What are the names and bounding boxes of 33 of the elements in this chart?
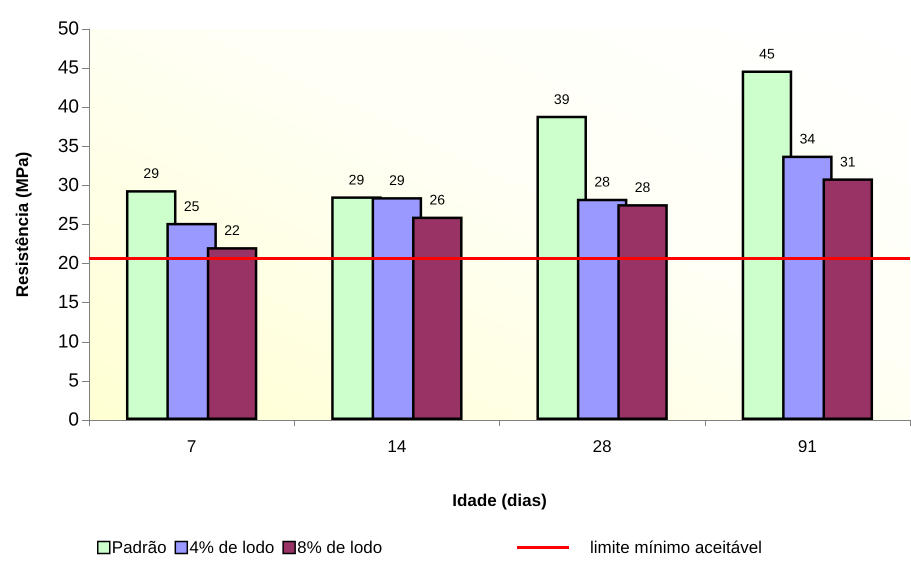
legend-label: limite mínimo aceitável: [590, 538, 762, 557]
data-label: 29: [143, 165, 160, 182]
y-tick-label: 25: [58, 214, 79, 235]
y-tick-label: 5: [68, 370, 79, 392]
y-tick-label: 45: [58, 58, 79, 79]
data-label: 29: [348, 171, 364, 188]
legend-label: 4% de lodo: [189, 538, 274, 557]
x-tick-label: 91: [798, 437, 817, 456]
y-tick-label: 10: [58, 331, 79, 352]
data-label: 39: [554, 90, 570, 107]
y-axis-title: Resistência (MPa): [13, 152, 32, 298]
data-label: 26: [430, 192, 446, 208]
x-tick-label: 7: [186, 437, 196, 456]
data-label: 45: [759, 45, 775, 62]
y-tick-label: 15: [58, 292, 79, 314]
x-tick-label: 14: [387, 437, 406, 456]
data-label: 31: [840, 153, 856, 170]
data-label: 34: [800, 130, 816, 147]
y-tick-label: 0: [68, 410, 79, 430]
x-tick-label: 28: [592, 437, 612, 456]
x-axis-title: Idade (dias): [452, 491, 547, 510]
y-tick-label: 35: [58, 136, 79, 157]
y-tick-label: 50: [58, 18, 79, 40]
y-tick-label: 20: [58, 253, 79, 274]
data-label: 28: [594, 174, 610, 190]
y-tick-label: 30: [58, 174, 79, 196]
data-label: 25: [184, 198, 200, 214]
data-label: 22: [224, 222, 240, 238]
data-label: 29: [389, 172, 405, 188]
data-label: 28: [634, 179, 651, 196]
legend-label: Padrão: [112, 538, 167, 557]
y-tick-label: 40: [58, 96, 79, 118]
legend-label: 8% de lodo: [297, 538, 382, 557]
